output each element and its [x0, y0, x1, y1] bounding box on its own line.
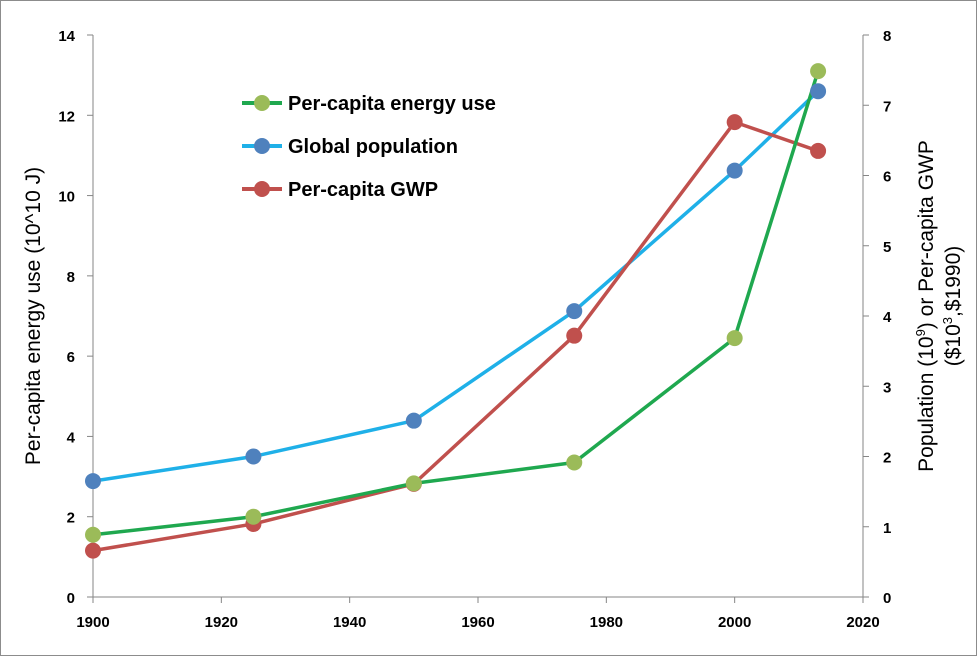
y-right-tick-label: 3 [883, 379, 891, 396]
y-right-title-part2: ) or Per-capita GWP [915, 140, 938, 329]
y-right-axis-title-line2: ($103,$1990) [940, 246, 965, 367]
y-right-tick-label: 5 [883, 239, 891, 256]
y-left-tick-label: 12 [58, 108, 75, 125]
x-tick-label: 2000 [718, 614, 751, 631]
legend-marker-population [254, 138, 270, 154]
x-tick-label: 1980 [590, 614, 623, 631]
y-left-tick-label: 0 [67, 590, 75, 607]
y-right-tick-label: 8 [883, 28, 891, 45]
y-left-tick-label: 14 [58, 28, 75, 45]
y-left-tick-label: 8 [67, 269, 75, 286]
legend-label-gwp: Per-capita GWP [288, 179, 438, 201]
legend-marker-energy [254, 95, 270, 111]
y-left-axis-title: Per-capita energy use (10^10 J) [22, 167, 45, 465]
legend: Per-capita energy use Global population … [242, 93, 496, 201]
y-right-tick-label: 6 [883, 169, 891, 186]
data-point-population [566, 303, 583, 320]
data-point-gwp [85, 542, 101, 559]
y-right-tick-label: 0 [883, 590, 891, 607]
y-right-tick-label: 2 [883, 450, 891, 467]
y-right-title-sup1: 9 [913, 329, 928, 336]
series-line-energy [92, 70, 820, 537]
data-point-population [85, 473, 101, 490]
series-line-gwp [92, 120, 819, 553]
axes-layer [92, 35, 864, 598]
y-left-tick-label: 2 [67, 510, 75, 527]
legend-label-energy: Per-capita energy use [288, 93, 496, 115]
legend-marker-gwp [254, 181, 270, 197]
data-point-energy [245, 508, 262, 525]
legend-item-energy: Per-capita energy use [242, 93, 496, 115]
x-tick-label: 2020 [846, 614, 879, 631]
data-point-energy [566, 454, 583, 471]
series-layer [85, 63, 827, 559]
x-tick-label: 1900 [76, 614, 109, 631]
y-right-title-part4: ,$1990) [942, 246, 965, 317]
y-left-tick-label: 4 [67, 429, 76, 446]
y-right-tick-label: 4 [883, 309, 892, 326]
y-right-tick-label: 1 [883, 520, 891, 537]
y-left-tick-label: 10 [58, 189, 75, 206]
data-point-population [405, 412, 422, 429]
y-right-title-sup2: 3 [940, 317, 955, 324]
data-point-energy [726, 330, 743, 347]
legend-label-population: Global population [288, 136, 458, 158]
data-point-energy [810, 63, 827, 80]
x-tick-label: 1920 [205, 614, 238, 631]
series-line-population [92, 89, 820, 483]
y-left-tick-label: 6 [67, 349, 75, 366]
y-right-tick-label: 7 [883, 98, 891, 115]
ticks-layer: 1900 1920 1940 1960 1980 2000 2020024681012140… [58, 28, 892, 631]
y-right-title-part1: Population (10 [915, 336, 938, 471]
data-point-energy [85, 526, 101, 543]
y-right-title-part3: ($10 [942, 324, 965, 366]
legend-item-population: Global population [242, 136, 458, 158]
data-point-population [726, 162, 743, 179]
x-tick-label: 1960 [461, 614, 494, 631]
data-point-energy [405, 475, 422, 492]
y-right-axis-title-line1: Population (109) or Per-capita GWP [913, 140, 938, 472]
data-point-gwp [810, 142, 827, 159]
legend-item-gwp: Per-capita GWP [242, 179, 438, 201]
x-tick-label: 1940 [333, 614, 366, 631]
data-point-population [810, 83, 827, 100]
data-point-gwp [566, 327, 583, 344]
data-point-population [245, 448, 262, 465]
data-point-gwp [726, 114, 743, 131]
